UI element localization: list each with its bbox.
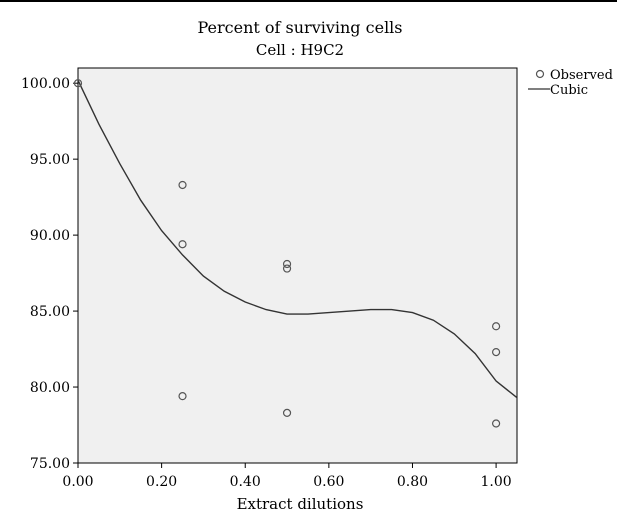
observed-point xyxy=(73,79,83,88)
y-tick-label: 85.00 xyxy=(30,304,70,320)
legend-cubic-label: Cubic xyxy=(550,83,588,98)
observed-point xyxy=(178,180,187,190)
x-tick-label: 0.00 xyxy=(62,474,93,490)
chart-subtitle: Cell : H9C2 xyxy=(256,41,344,59)
y-tick-label: 95.00 xyxy=(30,152,70,168)
y-axis: 75.00 80.00 85.00 90.00 95.00 100.00 xyxy=(21,76,78,472)
y-tick-label: 80.00 xyxy=(30,380,70,396)
y-tick-label: 75.00 xyxy=(30,456,70,472)
observed-point xyxy=(178,392,187,401)
x-axis: 0.00 0.20 0.40 0.60 0.80 1.00 xyxy=(62,463,512,490)
points-layer xyxy=(73,79,501,428)
legend-observed-marker xyxy=(535,69,545,79)
x-tick-label: 0.60 xyxy=(313,474,344,490)
legend: Observed Cubic xyxy=(528,68,613,98)
x-tick-label: 0.20 xyxy=(146,474,177,490)
y-tick-label: 90.00 xyxy=(30,228,70,244)
legend-observed-label: Observed xyxy=(550,68,613,83)
chart-title: Percent of surviving cells xyxy=(197,18,402,37)
x-tick-label: 1.00 xyxy=(481,474,512,490)
x-tick-label: 0.40 xyxy=(230,474,261,490)
x-tick-label: 0.80 xyxy=(397,474,428,490)
top-rule xyxy=(0,0,617,2)
observed-point xyxy=(282,264,292,273)
observed-point xyxy=(282,408,292,417)
observed-point xyxy=(178,240,187,249)
observed-point xyxy=(491,347,501,357)
observed-point xyxy=(491,322,501,331)
x-axis-label: Extract dilutions xyxy=(237,495,364,513)
observed-point xyxy=(491,419,501,428)
observed-point xyxy=(282,259,292,269)
plot-area xyxy=(77,67,518,464)
y-tick-label: 100.00 xyxy=(21,76,70,92)
cubic-fit-line xyxy=(78,79,517,399)
series-layer xyxy=(78,79,517,399)
